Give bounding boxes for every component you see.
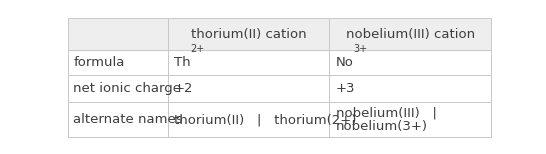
Bar xyxy=(68,75,168,102)
Bar xyxy=(68,18,168,50)
Bar xyxy=(168,18,329,50)
Text: nobelium(III) cation: nobelium(III) cation xyxy=(346,28,475,41)
Bar xyxy=(168,50,329,75)
Text: nobelium(III)   |: nobelium(III) | xyxy=(336,107,437,120)
Bar xyxy=(168,102,329,137)
Text: 3+: 3+ xyxy=(354,44,367,54)
Text: +2: +2 xyxy=(174,82,193,95)
Bar xyxy=(329,75,491,102)
Bar xyxy=(329,102,491,137)
Text: nobelium(3+): nobelium(3+) xyxy=(336,120,428,133)
Text: No: No xyxy=(336,56,354,69)
Bar xyxy=(329,18,491,50)
Text: thorium(II) cation: thorium(II) cation xyxy=(191,28,306,41)
Bar xyxy=(329,50,491,75)
Text: thorium(II)   |   thorium(2+): thorium(II) | thorium(2+) xyxy=(174,113,357,126)
Bar xyxy=(168,75,329,102)
Text: Th: Th xyxy=(174,56,191,69)
Text: alternate names: alternate names xyxy=(73,113,183,126)
Text: formula: formula xyxy=(73,56,124,69)
Bar xyxy=(68,102,168,137)
Bar xyxy=(68,50,168,75)
Text: net ionic charge: net ionic charge xyxy=(73,82,181,95)
Text: +3: +3 xyxy=(336,82,355,95)
Text: 2+: 2+ xyxy=(191,44,205,54)
